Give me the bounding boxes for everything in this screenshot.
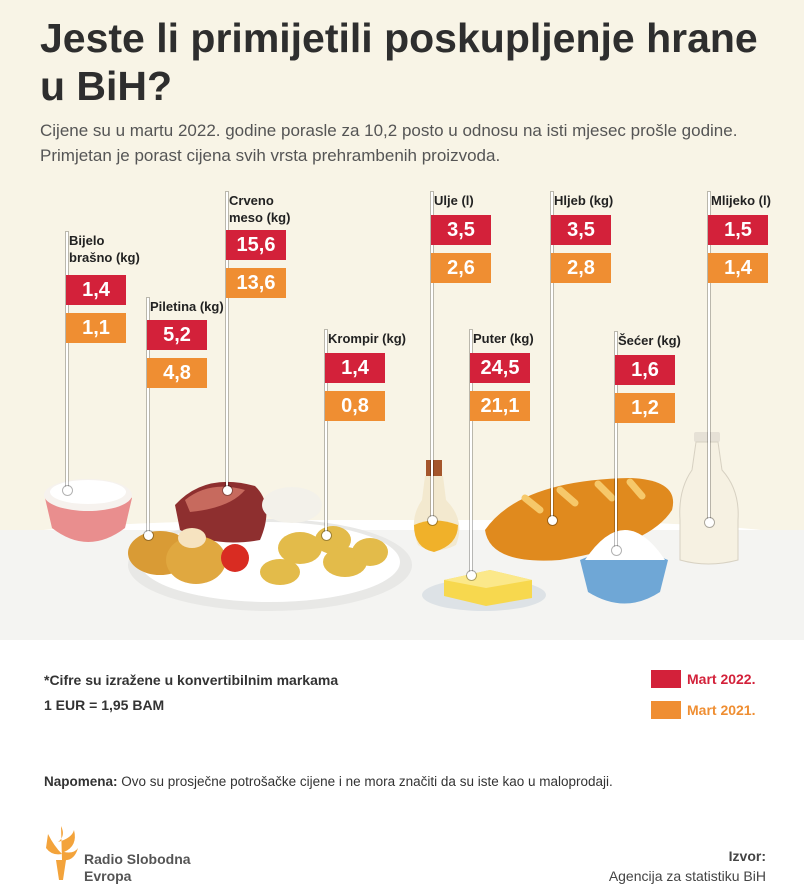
pointer-dot <box>611 546 621 555</box>
value-2022: 24,5 <box>470 353 530 383</box>
logo-line-2: Evropa <box>84 868 132 884</box>
pointer-line <box>615 332 617 550</box>
value-2021: 2,8 <box>551 253 611 283</box>
pointer-dot <box>62 486 72 495</box>
legend-label-2022: Mart 2022. <box>687 671 756 687</box>
legend-2022: Mart 2022. <box>651 670 755 688</box>
pointer-line <box>708 192 710 522</box>
legend-label-2021: Mart 2021. <box>687 702 756 718</box>
pointer-line <box>551 192 553 520</box>
subtitle: Cijene su u martu 2022. godine porasle z… <box>40 121 738 165</box>
butter-icon <box>422 570 546 611</box>
value-2021: 1,4 <box>708 253 768 283</box>
category-label: Šećer (kg) <box>618 333 681 348</box>
napomena-text: Ovo su prosječne potrošačke cijene i ne … <box>117 774 613 789</box>
page-title: Jeste li primijetili poskupljenje hrane … <box>40 15 758 109</box>
exchange-rate-note: 1 EUR = 1,95 BAM <box>44 697 165 713</box>
value-2021: 13,6 <box>226 268 286 298</box>
pointer-dot <box>143 531 153 540</box>
napomena-label: Napomena: <box>44 774 118 789</box>
napomena: Napomena: Ovo su prosječne potrošačke ci… <box>44 774 613 789</box>
pointer-line <box>147 298 149 535</box>
chicken-icon <box>128 528 226 584</box>
chart-area: Bijelo brašno (kg) 1,4 1,1 Piletina (kg) 5,2… <box>0 180 804 640</box>
tomato-icon <box>221 544 249 572</box>
rice-icon <box>262 487 322 523</box>
pointer-line <box>431 192 433 520</box>
pointer-dot <box>321 531 331 540</box>
category-label: Crveno meso (kg) <box>229 193 291 225</box>
category-label: Puter (kg) <box>473 331 534 346</box>
value-2022: 5,2 <box>147 320 207 350</box>
legend-swatch-2022 <box>651 670 681 688</box>
value-2021: 2,6 <box>431 253 491 283</box>
logo-line-1: Radio Slobodna <box>84 851 191 867</box>
source-label: Izvor: <box>728 848 766 864</box>
pointer-line <box>470 330 472 575</box>
value-2022: 3,5 <box>431 215 491 245</box>
category-label: Piletina (kg) <box>150 299 224 314</box>
value-2021: 1,2 <box>615 393 675 423</box>
source-value: Agencija za statistiku BiH <box>608 868 766 884</box>
sugar-bowl-icon <box>580 530 668 604</box>
value-2021: 1,1 <box>66 313 126 343</box>
pointer-dot <box>466 571 476 580</box>
legend-2021: Mart 2021. <box>651 701 755 719</box>
legend-swatch-2021 <box>651 701 681 719</box>
oil-bottle-icon <box>413 460 460 552</box>
value-2022: 1,4 <box>325 353 385 383</box>
value-2022: 1,5 <box>708 215 768 245</box>
pointer-line <box>66 232 68 490</box>
logo-text: Radio Slobodna Evropa <box>84 851 214 885</box>
value-2022: 1,4 <box>66 275 126 305</box>
pointer-dot <box>427 516 437 525</box>
value-2021: 21,1 <box>470 391 530 421</box>
category-label: Krompir (kg) <box>328 331 406 346</box>
category-label: Bijelo brašno (kg) <box>69 233 140 265</box>
pointer-line <box>325 330 327 535</box>
category-label: Hljeb (kg) <box>554 193 614 208</box>
category-label: Ulje (l) <box>434 193 474 208</box>
currency-note: *Cifre su izražene u konvertibilnim mark… <box>44 672 339 688</box>
value-2021: 0,8 <box>325 391 385 421</box>
pointer-dot <box>547 516 557 525</box>
value-2021: 4,8 <box>147 358 207 388</box>
value-2022: 1,6 <box>615 355 675 385</box>
category-label: Mlijeko (l) <box>711 193 771 208</box>
torch-logo-icon <box>46 826 78 880</box>
value-2022: 3,5 <box>551 215 611 245</box>
pointer-line <box>226 192 228 490</box>
pointer-dot <box>222 486 232 495</box>
pointer-dot <box>704 518 714 527</box>
value-2022: 15,6 <box>226 230 286 260</box>
potato-icon <box>260 526 388 585</box>
